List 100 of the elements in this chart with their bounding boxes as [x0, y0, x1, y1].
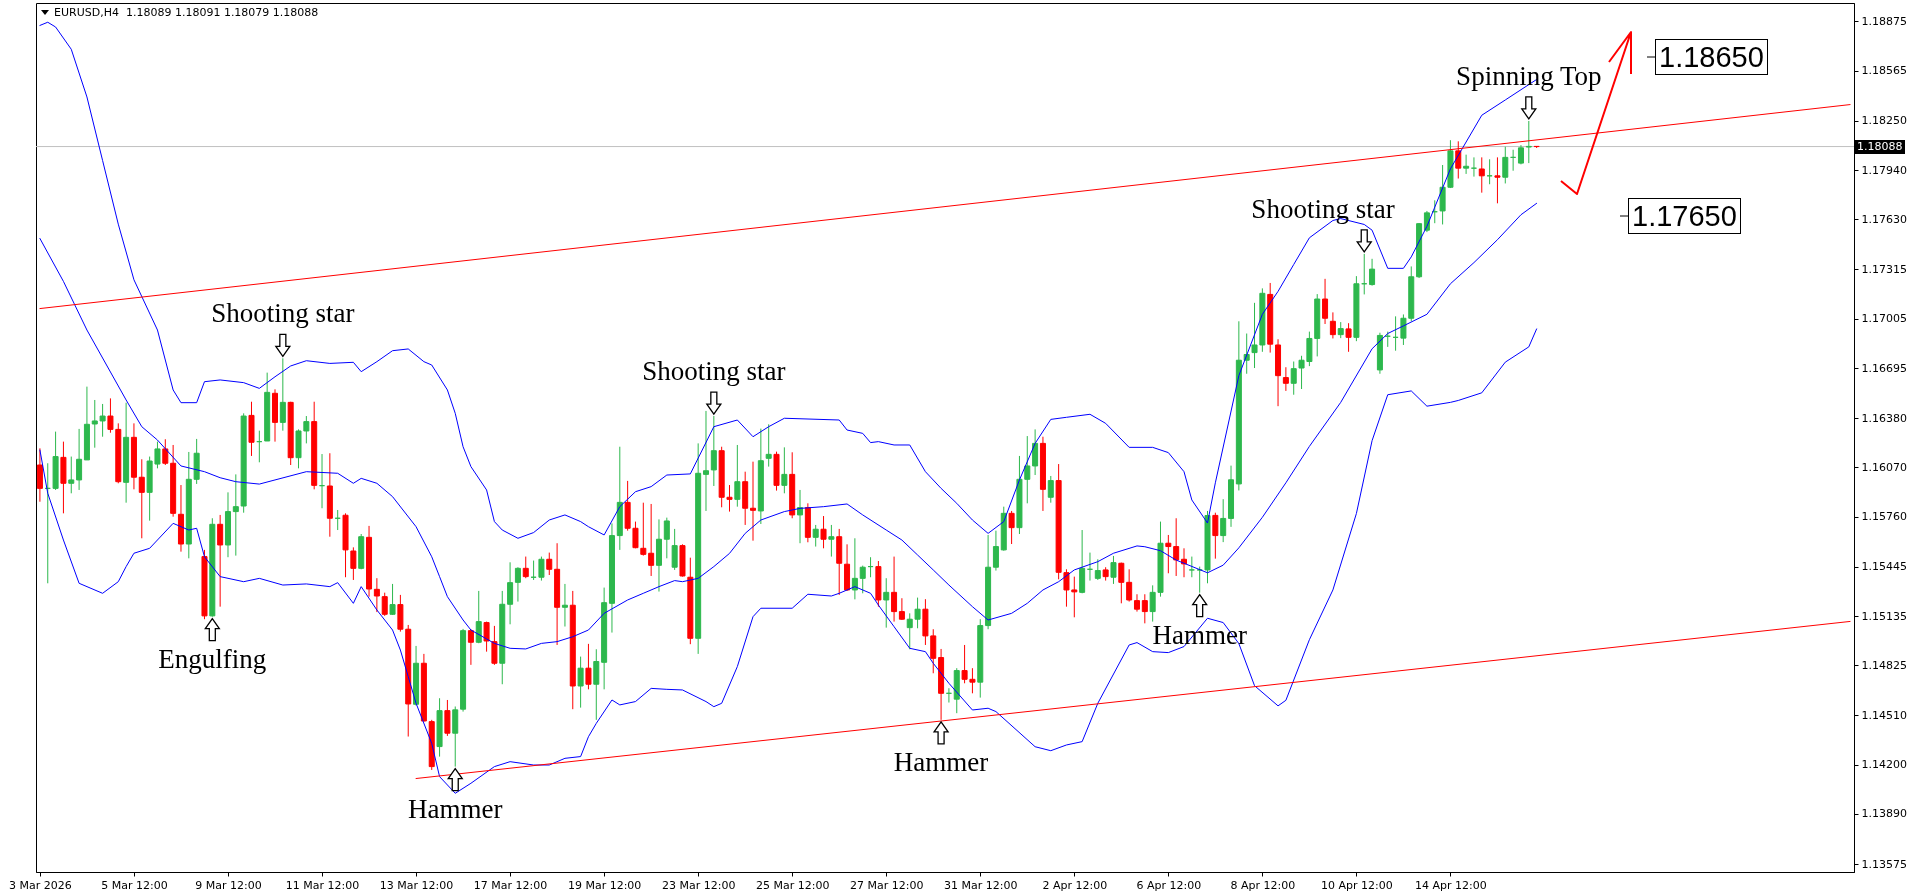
candlestick [1478, 156, 1485, 194]
candlestick [522, 556, 529, 579]
candlestick [1345, 322, 1352, 353]
candlestick [1173, 517, 1180, 577]
candlestick [1133, 593, 1140, 613]
y-tick-label: 1.14825 [1861, 658, 1907, 672]
annotation: 1.18650 [1655, 39, 1768, 75]
x-tick-label: 27 Mar 12:00 [850, 878, 924, 892]
ref-line-label: 1.18088 [1855, 139, 1905, 154]
y-tick-label: 1.15445 [1861, 560, 1907, 574]
candlestick [828, 524, 835, 558]
candlestick [734, 444, 741, 508]
candlestick [992, 530, 999, 572]
x-tick-label: 2 Apr 12:00 [1042, 878, 1108, 892]
x-tick-label: 17 Mar 12:00 [473, 878, 548, 892]
candlestick [381, 592, 388, 617]
x-tick-label: 10 Apr 12:00 [1321, 878, 1393, 892]
y-tick-label: 1.17940 [1861, 163, 1907, 177]
annotation: Hammer [893, 746, 989, 777]
x-tick-label: 11 Mar 12:00 [285, 878, 360, 892]
candlestick [76, 428, 83, 491]
candlestick [507, 561, 514, 625]
candlestick [1008, 510, 1015, 545]
line-series [39, 328, 1538, 794]
candlestick [1282, 366, 1289, 392]
candlestick [389, 583, 396, 616]
y-tick-label: 1.15760 [1861, 510, 1907, 524]
candlestick [1329, 311, 1336, 339]
y-tick-label: 1.18565 [1861, 64, 1907, 78]
y-tick-label: 1.15135 [1861, 609, 1907, 623]
candlestick [1141, 593, 1148, 624]
x-tick-label: 25 Mar 12:00 [755, 878, 830, 892]
y-tick-label: 1.16695 [1861, 361, 1907, 375]
candlestick [279, 357, 286, 432]
candlestick [444, 699, 451, 737]
chart-title: EURUSD,H4 1.18089 1.18091 1.18079 1.18088 [54, 6, 319, 20]
x-tick-label: 31 Mar 12:00 [944, 878, 1018, 892]
candlestick [1094, 558, 1101, 581]
candlestick [1463, 154, 1470, 175]
y-tick-label: 1.14200 [1861, 758, 1907, 772]
candlestick [1220, 498, 1227, 543]
candlestick [1322, 278, 1329, 325]
candlestick [546, 552, 553, 576]
candlestick [702, 410, 709, 512]
annotation: Engulfing [158, 643, 267, 674]
candlestick [1110, 555, 1117, 585]
candlestick [1118, 562, 1125, 604]
candlestick [217, 514, 224, 608]
candlestick [1165, 534, 1172, 574]
candlestick [232, 473, 239, 557]
candlestick [162, 438, 169, 466]
candlestick [68, 456, 75, 494]
candlestick [710, 415, 717, 487]
candlestick [1525, 120, 1532, 164]
candlestick [1212, 512, 1219, 560]
candlestick [891, 556, 898, 623]
candlestick [577, 656, 584, 709]
candlestick [1369, 258, 1376, 287]
candlestick [640, 502, 647, 557]
candlestick [138, 458, 145, 539]
annotation: Shooting star [211, 298, 355, 329]
candlestick [750, 461, 757, 542]
candlestick [514, 566, 521, 603]
y-tick-label: 1.16380 [1861, 411, 1907, 425]
candlestick [1126, 568, 1133, 603]
candlestick [491, 625, 498, 666]
candlestick [859, 565, 866, 594]
x-tick-label: 23 Mar 12:00 [661, 878, 736, 892]
x-tick-label: 5 Mar 12:00 [101, 878, 168, 892]
candlestick [781, 446, 788, 494]
y-tick-label: 1.17315 [1861, 262, 1907, 276]
y-tick-label: 1.14510 [1861, 708, 1907, 722]
candlestick [36, 447, 43, 503]
y-tick-label: 1.18875 [1861, 14, 1907, 28]
annotation: Spinning Top [1456, 60, 1602, 91]
candlestick [1047, 475, 1054, 504]
candlestick [373, 577, 380, 613]
candlestick [671, 528, 678, 571]
y-tick-label: 1.17005 [1861, 312, 1907, 326]
candlestick [561, 583, 568, 628]
candlestick [585, 643, 592, 690]
annotation: 1.17650 [1628, 198, 1741, 234]
candlestick [1502, 146, 1509, 184]
x-tick-label: 13 Mar 12:00 [379, 878, 454, 892]
y-tick-label: 1.13890 [1861, 807, 1907, 821]
candlestick [765, 423, 772, 468]
y-tick-label: 1.17630 [1861, 212, 1907, 226]
x-tick-label: 19 Mar 12:00 [567, 878, 642, 892]
candlestick [663, 517, 670, 559]
annotation: Shooting star [1251, 193, 1395, 224]
candlestick [593, 648, 600, 721]
x-tick-label: 14 Apr 12:00 [1415, 878, 1487, 892]
candlestick [812, 524, 819, 548]
candlestick [1494, 156, 1501, 204]
candlestick [883, 577, 890, 629]
candlestick [1188, 556, 1195, 578]
candlestick [467, 628, 474, 666]
candlestick [851, 537, 858, 600]
annotation: Hammer [408, 793, 503, 824]
annotation: Shooting star [642, 356, 786, 387]
